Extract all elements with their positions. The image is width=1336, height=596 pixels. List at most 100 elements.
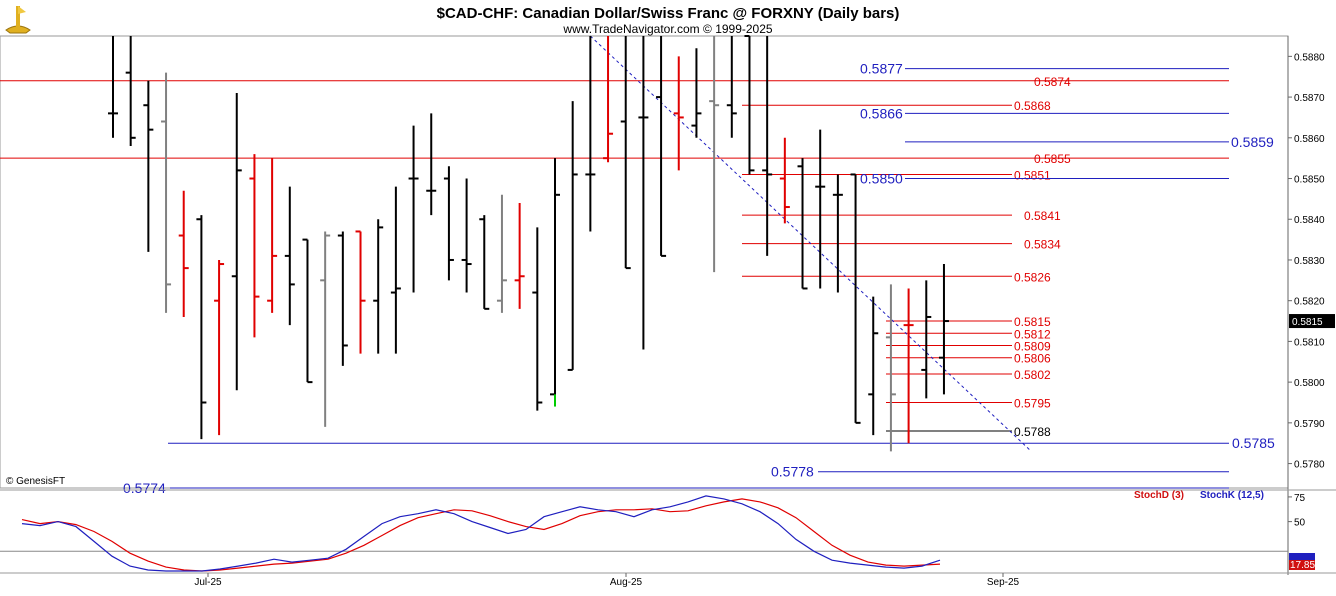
ohlc-bar — [178, 190, 189, 317]
stochastic-panel: 75 50 StochD (3) StochK (12,5) 17.85 Jul-25 Au… — [0, 489, 1336, 588]
stoch-tick-label: 75 — [1294, 493, 1306, 504]
ohlc-bar — [196, 215, 207, 440]
x-tick-label: Sep-25 — [987, 577, 1020, 588]
ohlc-bar — [231, 93, 242, 391]
ohlc-bar — [921, 280, 932, 399]
level-label: 0.5778 — [771, 464, 814, 480]
ohlc-bar — [125, 36, 136, 146]
ohlc-bar — [496, 194, 507, 313]
ohlc-bar — [709, 36, 720, 273]
ohlc-bar — [108, 36, 118, 138]
level-label: 0.5774 — [123, 480, 166, 496]
ohlc-bar — [249, 154, 260, 338]
stoch-tick-label: 50 — [1294, 518, 1306, 529]
ohlc-bar — [938, 264, 949, 395]
stoch-last-value-box — [1289, 560, 1315, 570]
level-label: 0.5806 — [1014, 352, 1051, 366]
price-tick-label: 0.5850 — [1294, 175, 1325, 186]
level-label: 0.5795 — [1014, 396, 1051, 410]
level-label: 0.5834 — [1024, 238, 1061, 252]
level-label: 0.5877 — [860, 61, 903, 77]
ohlc-bar — [337, 231, 348, 366]
ohlc-bar — [744, 35, 755, 175]
ohlc-bar — [461, 178, 472, 293]
stoch-k-line — [21, 495, 941, 572]
chart-title: $CAD-CHF: Canadian Dollar/Swiss Franc @ … — [437, 5, 900, 22]
level-label: 0.5809 — [1014, 339, 1051, 353]
ohlc-bar — [815, 129, 826, 289]
price-tick-label: 0.5800 — [1294, 378, 1325, 389]
x-tick-label: Jul-25 — [194, 577, 222, 588]
price-tick-label: 0.5840 — [1294, 215, 1325, 226]
copyright-label: © GenesisFT — [6, 476, 65, 487]
ohlc-bar — [673, 56, 684, 171]
ohlc-bar — [638, 36, 649, 350]
ohlc-bar — [320, 231, 331, 427]
ohlc-bar — [850, 173, 861, 424]
logo-icon — [5, 6, 31, 34]
ohlc-bar — [762, 36, 773, 256]
level-label: 0.5850 — [860, 171, 903, 187]
level-label: 0.5866 — [860, 105, 903, 121]
ohlc-bar — [868, 296, 879, 436]
level-label: 0.5868 — [1014, 99, 1051, 113]
stoch-legend-d: StochD (3) — [1134, 490, 1184, 501]
ohlc-bar — [161, 72, 172, 313]
level-label: 0.5802 — [1014, 368, 1051, 382]
level-label: 0.5788 — [1014, 425, 1051, 439]
ohlc-bar — [479, 215, 490, 310]
price-tick-label: 0.5790 — [1294, 419, 1325, 430]
price-tick-label: 0.5870 — [1294, 93, 1325, 104]
level-label: 0.5874 — [1034, 75, 1071, 89]
level-label: 0.5859 — [1231, 134, 1274, 150]
price-tick-label: 0.5830 — [1294, 256, 1325, 267]
ohlc-bar — [355, 230, 366, 354]
ohlc-bar — [284, 186, 295, 326]
price-tick-label: 0.5820 — [1294, 297, 1325, 308]
level-label: 0.5841 — [1024, 209, 1061, 223]
stoch-d-line — [21, 498, 941, 572]
price-tick-label: 0.5860 — [1294, 134, 1325, 145]
price-tick-label: 0.5880 — [1294, 52, 1325, 63]
stoch-last-value-label: 17.85 — [1290, 560, 1315, 571]
stoch-legend-k: StochK (12,5) — [1200, 490, 1264, 501]
ohlc-bar — [390, 186, 401, 354]
ohlc-bar — [302, 238, 313, 384]
last-price-box — [1289, 314, 1335, 329]
level-label: 0.5855 — [1034, 152, 1071, 166]
ohlc-bar — [214, 259, 225, 436]
level-label: 0.5815 — [1014, 315, 1051, 329]
ohlc-bar — [903, 288, 914, 444]
ohlc-bar — [832, 174, 843, 293]
ohlc-bar — [514, 202, 525, 309]
ohlc-bar — [532, 227, 543, 411]
ohlc-bar — [267, 158, 278, 313]
trendline — [590, 35, 1032, 452]
ohlc-bar — [885, 284, 896, 452]
ohlc-bar — [143, 80, 154, 252]
ohlc-bar — [620, 36, 631, 270]
ohlc-bar — [585, 36, 596, 232]
ohlc-bar — [656, 36, 667, 257]
last-price-label: 0.5815 — [1292, 317, 1323, 328]
ohlc-bar — [567, 101, 578, 371]
ohlc-bar — [726, 36, 737, 138]
level-label: 0.5812 — [1014, 327, 1051, 341]
ohlc-bar — [603, 36, 614, 163]
price-panel: 0.5880 0.5870 0.5860 0.5850 0.5840 0.5830 0.58… — [0, 35, 1335, 575]
x-tick-label: Aug-25 — [610, 577, 643, 588]
price-tick-label: 0.5780 — [1294, 460, 1325, 471]
ohlc-bar — [797, 158, 808, 290]
ohlc-bar — [443, 166, 454, 281]
chart-subtitle: www.TradeNavigator.com © 1999-2025 — [562, 22, 772, 36]
ohlc-bar — [779, 137, 790, 224]
stoch-last-k-box — [1289, 553, 1315, 560]
price-tick-label: 0.5810 — [1294, 337, 1325, 348]
ohlc-bar — [373, 219, 384, 354]
level-label: 0.5851 — [1014, 168, 1051, 182]
ohlc-bar — [408, 125, 419, 293]
level-label: 0.5826 — [1014, 270, 1051, 284]
